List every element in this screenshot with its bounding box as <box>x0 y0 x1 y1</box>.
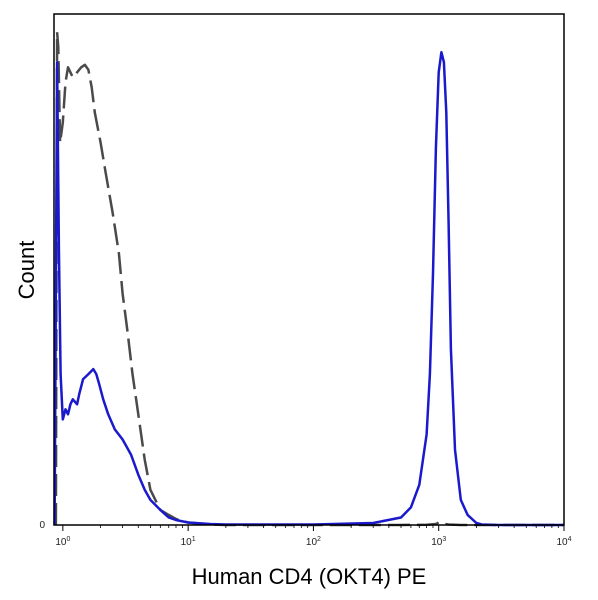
y-axis-title: Count <box>14 241 39 300</box>
series-layer <box>53 30 564 527</box>
x-tick-label: 102 <box>306 536 321 548</box>
x-tick-label: 104 <box>556 536 571 548</box>
x-tick-label: 103 <box>431 536 446 548</box>
x-tick-label: 100 <box>55 536 70 548</box>
y-tick-label-0: 0 <box>39 520 45 531</box>
axis-layer: 100 101 102 103 104 <box>55 525 572 548</box>
x-axis-title: Human CD4 (OKT4) PE <box>192 564 427 589</box>
plot-frame <box>53 13 565 526</box>
series-line-1 <box>54 30 564 527</box>
series-line-2 <box>53 50 564 527</box>
x-tick-label: 101 <box>181 536 196 548</box>
